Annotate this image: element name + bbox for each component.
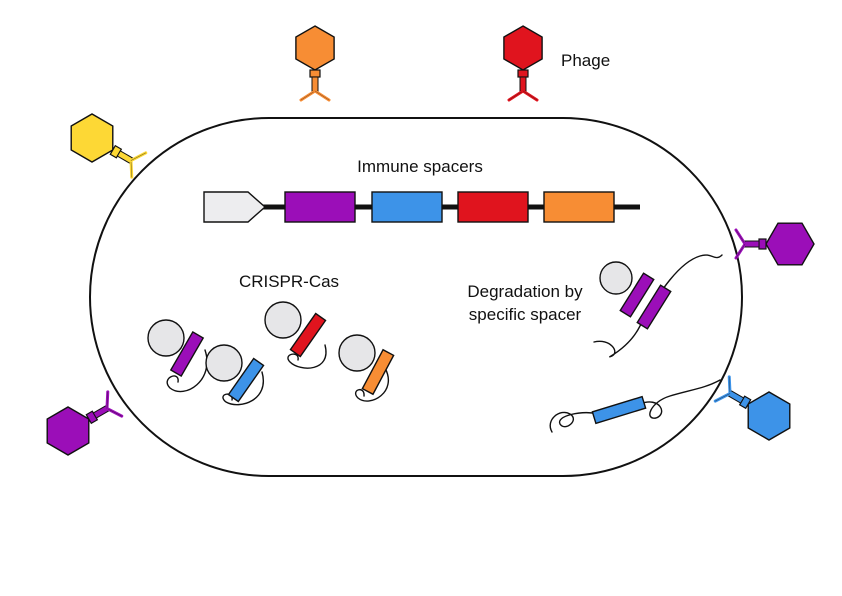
cas-protein — [147, 319, 185, 357]
phage-purple-left — [46, 390, 124, 456]
cas-protein — [264, 301, 302, 339]
crrna-purple-bound — [619, 272, 655, 318]
phage-leg-outline — [728, 376, 731, 394]
phage-tail — [311, 76, 319, 92]
phage-leg-outline — [130, 152, 147, 161]
degradation-label-line1: Degradation by — [467, 282, 583, 301]
crispr-cas-label: CRISPR-Cas — [239, 272, 339, 291]
crrna-blue — [227, 357, 265, 403]
phage-leg-outline — [106, 391, 109, 409]
crrna-orange — [361, 348, 395, 396]
phage-dna-fragment-blue — [591, 395, 647, 425]
degraded-phage-dna — [549, 379, 721, 433]
phage-tail — [744, 240, 760, 248]
phage-blue — [713, 375, 791, 441]
phage-dna-strand — [593, 254, 723, 358]
phage-head — [747, 391, 791, 441]
phage-head — [295, 25, 335, 71]
crrna-red — [289, 312, 327, 358]
phage-tail — [519, 76, 527, 92]
cas-protein — [205, 344, 243, 382]
cas-complex-orange — [338, 334, 395, 402]
phage-collar — [517, 69, 529, 78]
leader-sequence — [203, 191, 267, 223]
crispr-array — [203, 191, 640, 223]
phage-leg-outline — [735, 243, 746, 259]
spacer-blue — [371, 191, 443, 223]
phage-head — [46, 406, 90, 456]
immune-spacers-label: Immune spacers — [357, 157, 483, 176]
phage-yellow — [70, 113, 148, 179]
phage-head — [70, 113, 114, 163]
phage-leg-outline — [314, 90, 330, 101]
phage-collar — [309, 69, 321, 78]
spacer-orange — [543, 191, 615, 223]
phage-head — [765, 222, 815, 266]
degradation-complex — [593, 254, 723, 358]
crrna-purple — [169, 330, 205, 378]
phage-orange — [295, 25, 335, 102]
phage-collar — [758, 238, 767, 250]
cas-complex-red — [264, 301, 327, 369]
cas-complex-purple — [147, 319, 208, 393]
phage-leg-outline — [106, 408, 123, 417]
phage-head — [503, 25, 543, 71]
phage-leg-outline — [522, 90, 538, 101]
spacer-purple — [284, 191, 356, 223]
target-dna-purple — [636, 284, 672, 330]
cas-protein — [338, 334, 376, 372]
phage-leg-outline — [508, 90, 524, 101]
bacterial-cell — [89, 117, 743, 477]
phage-leg-outline — [130, 160, 133, 178]
cas-complex-blue — [205, 344, 265, 406]
phage-leg-outline — [735, 229, 746, 245]
phage-leg-outline — [300, 90, 316, 101]
phage-leg-outline — [714, 393, 731, 402]
degradation-label-line2: specific spacer — [469, 305, 582, 324]
phage-purple-right — [734, 222, 815, 266]
phage-label: Phage — [561, 51, 610, 70]
phage-red — [503, 25, 543, 102]
cas-protein — [599, 261, 633, 295]
spacer-red — [457, 191, 529, 223]
